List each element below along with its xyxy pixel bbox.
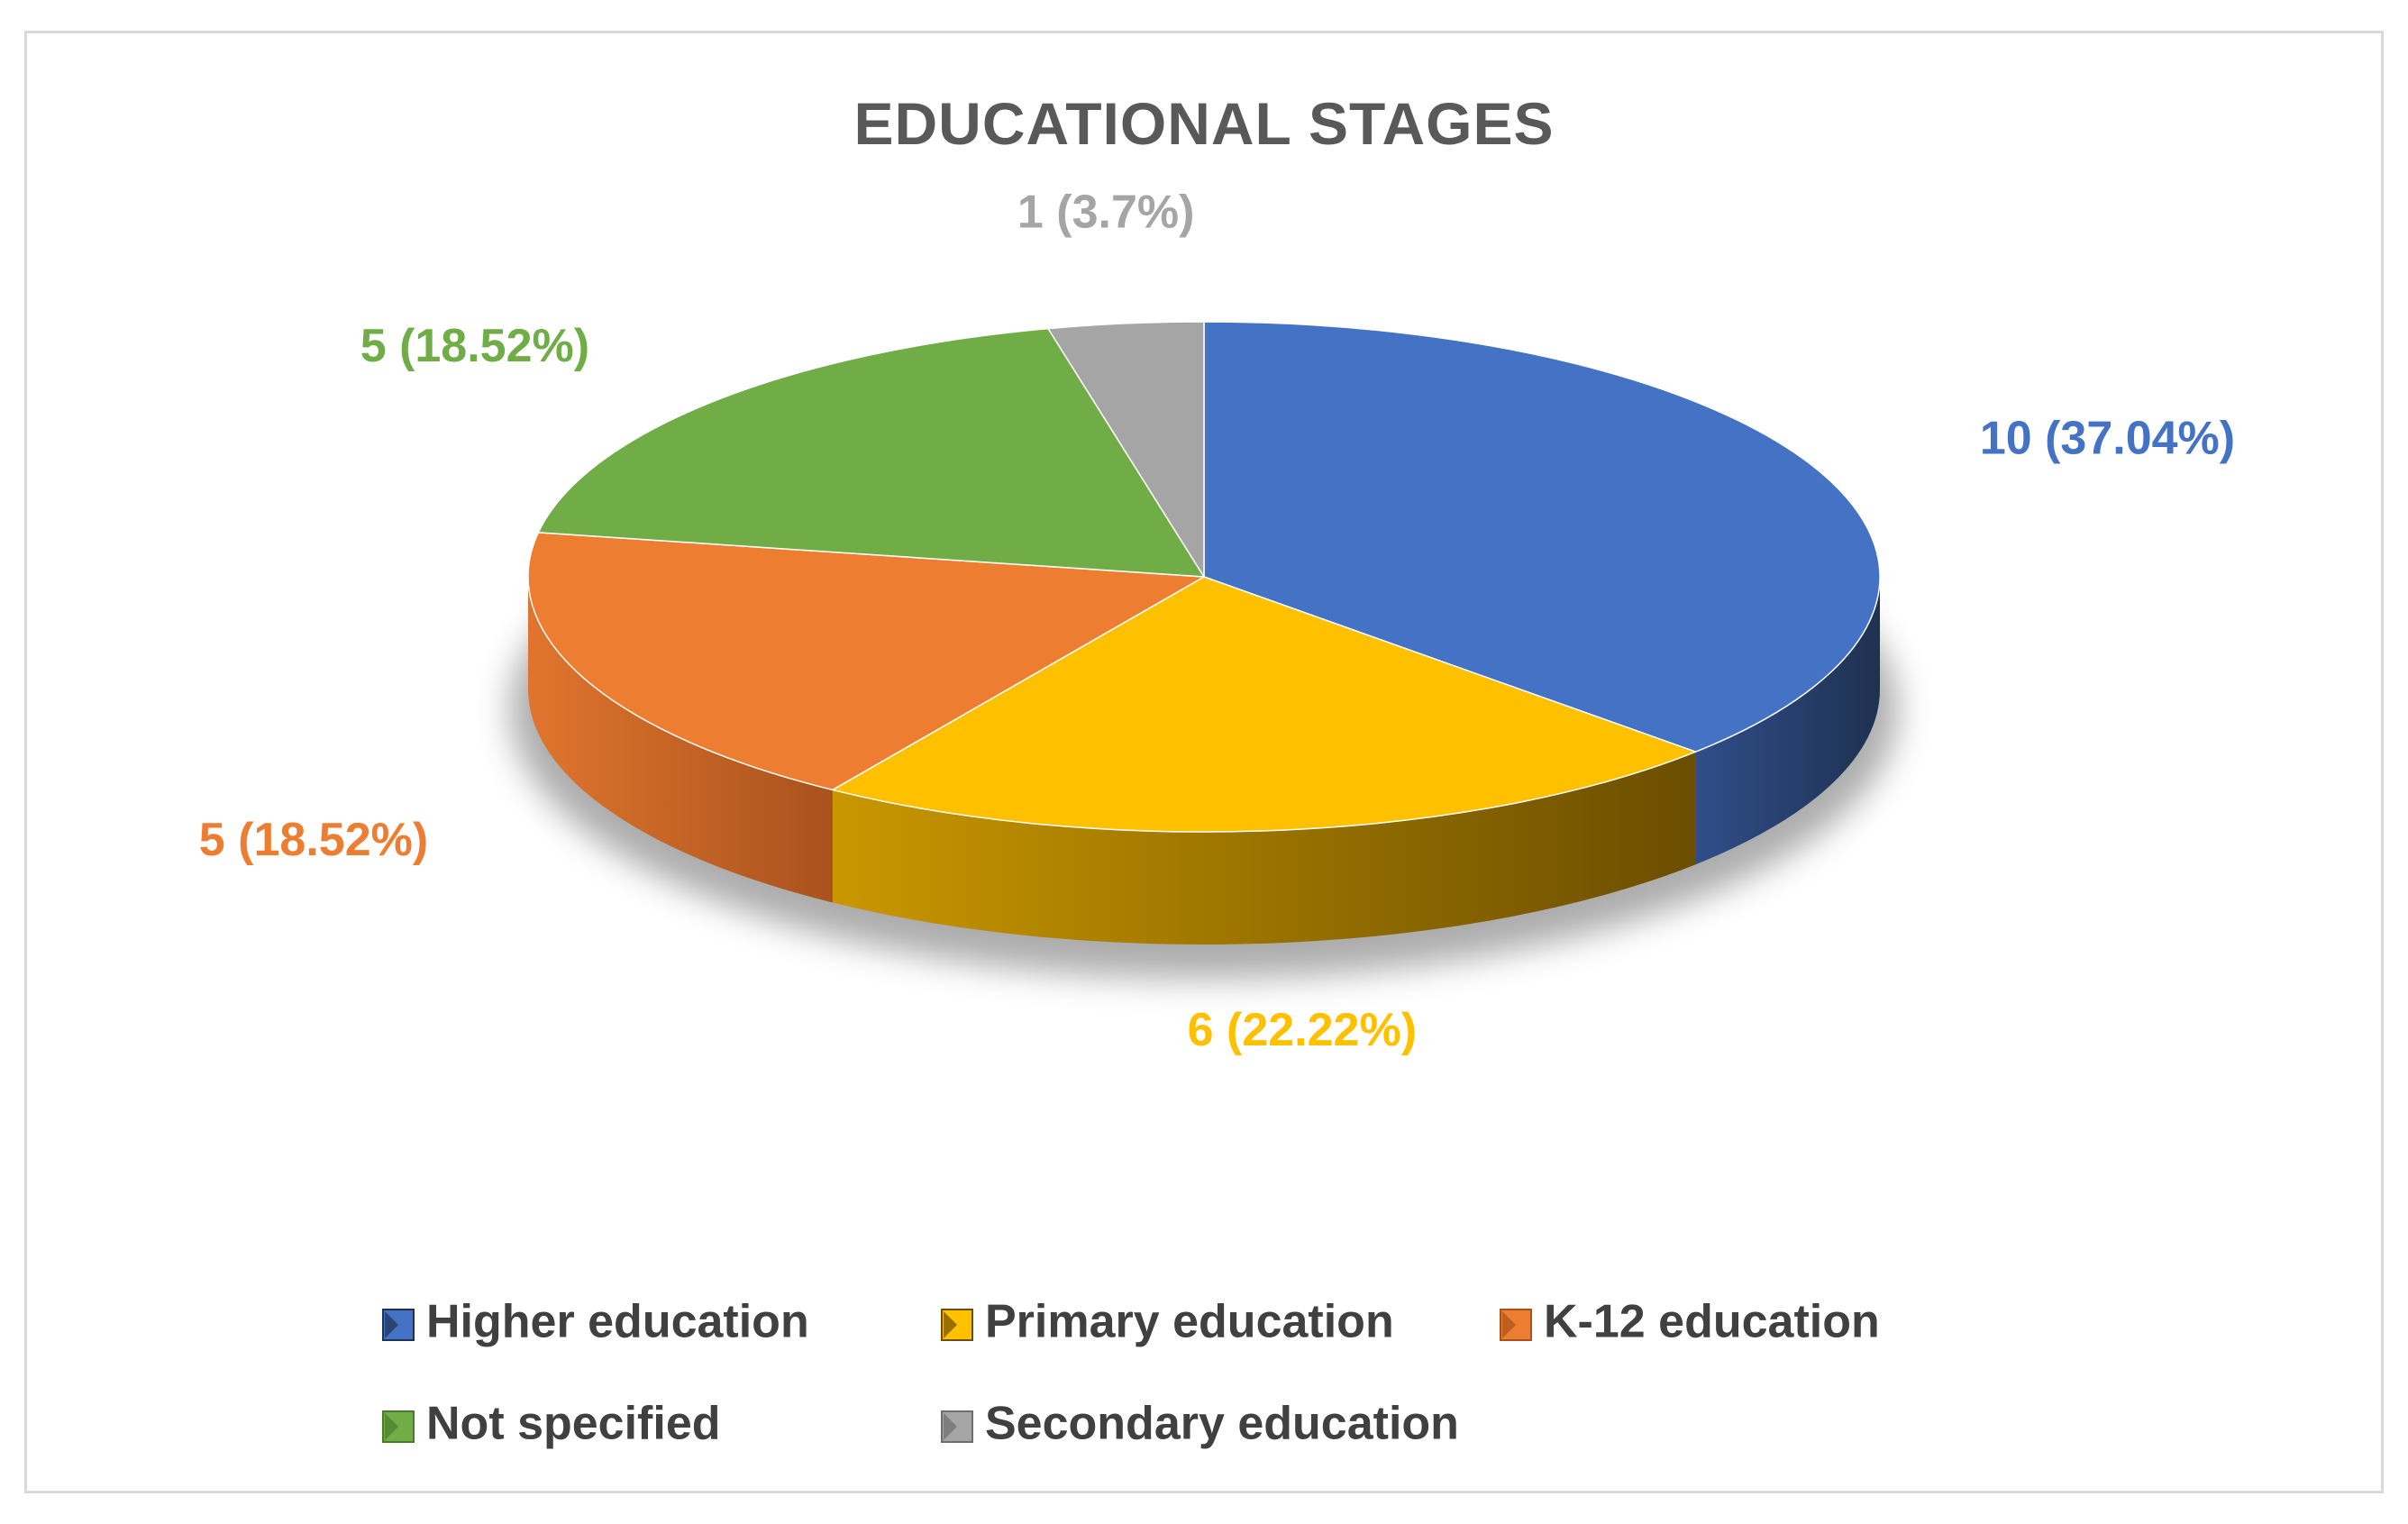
legend-item-primary-education: Primary education xyxy=(941,1296,1394,1348)
data-label-not-specified: 5 (18.52%) xyxy=(360,320,589,372)
chart-title: EDUCATIONAL STAGES xyxy=(853,90,1554,157)
pie-slice-higher-education xyxy=(1203,321,1881,753)
pie-slice-not-specified xyxy=(537,327,1205,578)
data-label-secondary-education: 1 (3.7%) xyxy=(1017,186,1195,238)
pie-side-k-12-education xyxy=(528,577,833,903)
pie-slice-secondary-education xyxy=(1047,321,1205,578)
legend-item-not-specified: Not specified xyxy=(382,1398,721,1450)
data-label-primary-education: 6 (22.22%) xyxy=(1188,1004,1417,1056)
legend-swatch-bevel xyxy=(944,1311,957,1338)
pie-slice-primary-education xyxy=(832,576,1697,833)
pie-side-primary-education xyxy=(832,752,1696,945)
pie-data-labels: 10 (37.04%) 6 (22.22%) 5 (18.52%) 5 (18.52%… xyxy=(199,186,2235,1056)
pie-side-higher-education xyxy=(1695,577,1880,865)
pie-slice-k-12-education xyxy=(527,532,1205,791)
legend-label: Higher education xyxy=(426,1296,809,1348)
data-label-k-12-education: 5 (18.52%) xyxy=(199,814,428,866)
legend-item-secondary-education: Secondary education xyxy=(941,1398,1459,1450)
pie-slices xyxy=(510,321,1898,979)
legend-item-higher-education: Higher education xyxy=(382,1296,809,1348)
legend-label: Not specified xyxy=(426,1398,721,1450)
legend-swatch-bevel xyxy=(1502,1311,1516,1338)
chart-legend: Higher education Primary education K-12 ed… xyxy=(382,1296,1880,1450)
legend-item-k-12-education: K-12 education xyxy=(1500,1296,1880,1348)
legend-swatch-bevel xyxy=(385,1413,398,1440)
legend-label: Secondary education xyxy=(985,1398,1459,1450)
legend-swatch-bevel xyxy=(944,1413,957,1440)
legend-label: K-12 education xyxy=(1544,1296,1880,1348)
data-label-higher-education: 10 (37.04%) xyxy=(1980,413,2235,465)
legend-label: Primary education xyxy=(985,1296,1394,1348)
legend-swatch-bevel xyxy=(385,1311,398,1338)
